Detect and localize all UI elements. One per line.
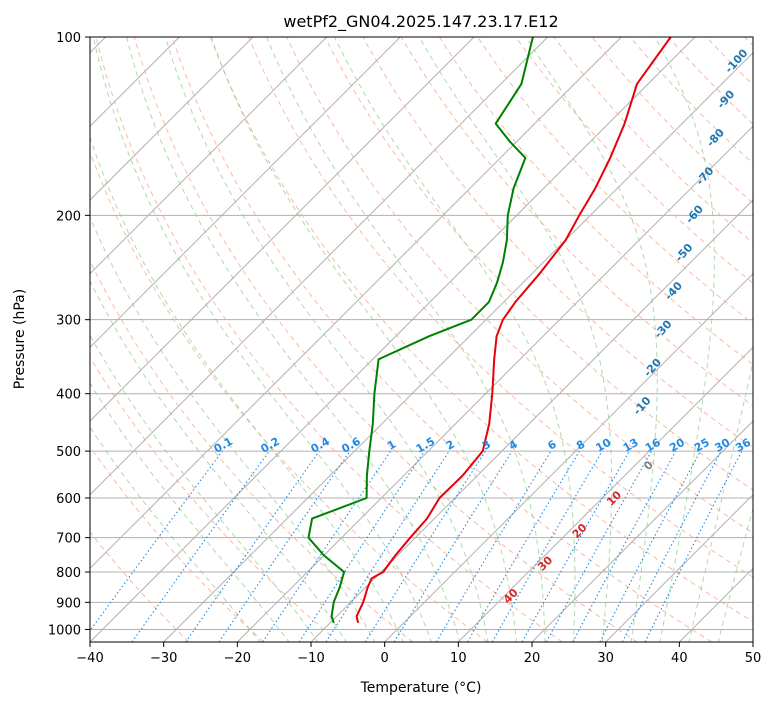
mixing-ratio-line bbox=[218, 450, 351, 642]
y-tick-label: 500 bbox=[56, 445, 81, 460]
mixing-ratio-line bbox=[131, 450, 270, 642]
moist-adiabat-line bbox=[90, 382, 290, 642]
moist-adiabat-line bbox=[90, 215, 376, 642]
isotherm-line bbox=[90, 37, 254, 201]
moist-adiabat-line bbox=[164, 37, 489, 642]
dry-adiabat-line bbox=[400, 37, 753, 407]
x-tick-label: 50 bbox=[745, 651, 762, 666]
dry-adiabat-line bbox=[90, 356, 339, 642]
isotherm-line bbox=[384, 272, 753, 642]
dry-adiabat-line bbox=[90, 531, 190, 642]
x-tick-label: 10 bbox=[450, 651, 467, 666]
y-axis-label: Pressure (hPa) bbox=[12, 289, 28, 389]
mixing-ratio-line bbox=[572, 450, 677, 642]
x-tick-label: −40 bbox=[76, 651, 103, 666]
isotherm-line bbox=[236, 125, 753, 642]
y-tick-label: 600 bbox=[56, 492, 81, 507]
x-tick-label: 0 bbox=[381, 651, 389, 666]
isotherm-line bbox=[90, 37, 622, 570]
dry-adiabat-line bbox=[90, 259, 414, 642]
mixing-ratio-line bbox=[185, 450, 320, 642]
x-tick-label: −20 bbox=[224, 651, 251, 666]
dry-adiabat-line bbox=[515, 37, 753, 284]
mixing-ratio-line bbox=[262, 450, 392, 642]
moist-adiabat-line bbox=[266, 37, 546, 642]
x-tick-label: 40 bbox=[671, 651, 688, 666]
mixing-ratio-line bbox=[90, 450, 223, 632]
y-tick-label: 900 bbox=[56, 596, 81, 611]
mixing-ratio-label: 36 bbox=[733, 436, 753, 455]
x-tick-label: −10 bbox=[297, 651, 324, 666]
x-tick-label: 20 bbox=[524, 651, 541, 666]
moist-adiabat-line bbox=[210, 37, 518, 642]
moist-adiabat-line bbox=[418, 37, 613, 642]
y-tick-label: 300 bbox=[56, 314, 81, 329]
moist-adiabat-line bbox=[654, 37, 715, 642]
y-tick-label: 200 bbox=[56, 209, 81, 224]
mixing-ratio-line bbox=[521, 450, 630, 642]
moist-adiabat-line bbox=[126, 37, 461, 642]
isotherm-line bbox=[90, 37, 696, 642]
y-tick-label: 400 bbox=[56, 388, 81, 403]
moist-adiabat-line bbox=[90, 135, 404, 642]
isotherm-line bbox=[163, 51, 753, 642]
plot-frame bbox=[89, 36, 754, 643]
isotherm-line bbox=[90, 37, 549, 496]
dewpoint-line bbox=[307, 37, 534, 624]
temperature-line bbox=[355, 37, 672, 624]
moist-adiabat-line bbox=[90, 426, 261, 642]
dry-adiabat-line bbox=[90, 150, 488, 642]
moist-adiabat-line bbox=[92, 37, 432, 642]
y-tick-label: 700 bbox=[56, 532, 81, 547]
isotherm-line bbox=[457, 346, 753, 642]
mixing-ratio-line bbox=[545, 450, 653, 642]
mixing-ratio-line bbox=[644, 450, 743, 642]
dry-adiabat-line bbox=[171, 37, 712, 642]
y-tick-label: 1000 bbox=[48, 623, 81, 638]
chart-title: wetPf2_GN04.2025.147.23.17.E12 bbox=[283, 12, 558, 32]
y-tick-label: 100 bbox=[56, 31, 81, 46]
isotherm-line bbox=[90, 37, 401, 349]
mixing-ratio-line bbox=[325, 450, 450, 642]
moist-adiabat-line bbox=[334, 37, 576, 642]
dry-adiabat-line bbox=[210, 37, 753, 623]
dry-adiabat-line bbox=[95, 37, 563, 642]
moist-adiabat-line bbox=[90, 334, 319, 642]
dry-adiabat-line bbox=[438, 37, 753, 366]
x-tick-label: 30 bbox=[597, 651, 614, 666]
dry-adiabat-line bbox=[90, 445, 264, 642]
x-axis-label: Temperature (°C) bbox=[360, 680, 482, 696]
isotherm-line bbox=[605, 493, 753, 642]
y-tick-label: 800 bbox=[56, 566, 81, 581]
isotherm-line bbox=[90, 37, 475, 422]
dry-adiabat-line bbox=[286, 37, 753, 534]
mixing-ratio-line bbox=[298, 450, 425, 642]
moist-adiabat-line bbox=[525, 37, 658, 642]
isotherm-line bbox=[90, 37, 328, 275]
isotherm-line bbox=[531, 420, 753, 642]
x-tick-label: −30 bbox=[150, 651, 177, 666]
dry-adiabat-line bbox=[248, 37, 753, 578]
mixing-ratio-line bbox=[393, 450, 513, 642]
